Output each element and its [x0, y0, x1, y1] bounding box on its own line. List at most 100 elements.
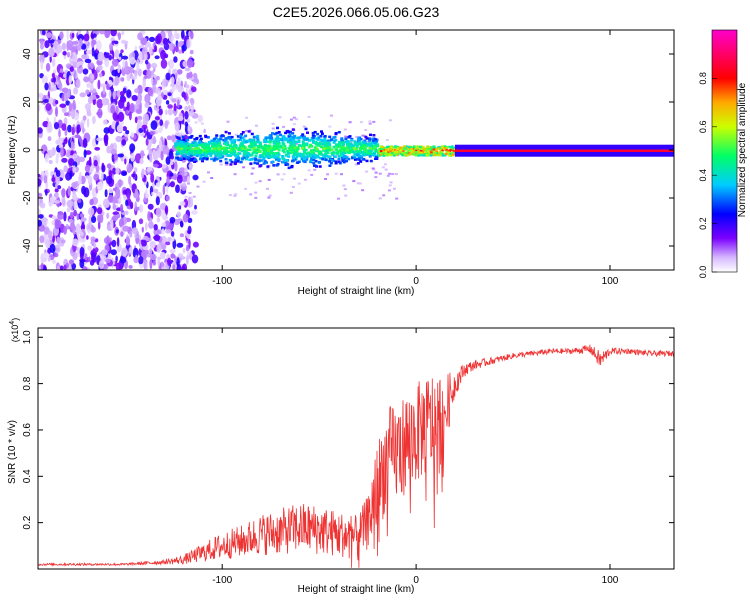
spectrogram-cell [290, 150, 294, 154]
spectrogram-cell [106, 200, 110, 208]
spectrogram-cell [433, 145, 436, 148]
spectrogram-cell [128, 175, 132, 185]
spectrogram-cell [188, 150, 192, 153]
spectrogram-cell [305, 152, 309, 155]
spectrogram-cell [252, 146, 256, 150]
spectrogram-cell [221, 146, 225, 149]
spectrogram-cell [186, 118, 191, 123]
spectrogram-cell [214, 140, 218, 143]
spectrogram-cell [57, 185, 62, 190]
spectrogram-cell [219, 154, 223, 158]
spectrogram-cell [271, 160, 275, 163]
spectrogram-cell [333, 139, 337, 143]
spectrogram-cell [414, 145, 417, 148]
spectrogram-cell [364, 148, 368, 151]
spectrogram-cell [174, 145, 178, 149]
spectrogram-cell [227, 135, 231, 139]
spectrogram-cell [117, 111, 125, 122]
spectrogram-cell [185, 156, 189, 159]
spectrogram-cell [120, 49, 124, 54]
spectrogram-cell [407, 153, 411, 156]
spectrogram-cell [52, 215, 56, 220]
spectrogram-cell [142, 46, 148, 55]
spectrogram-y-tick-label: 20 [22, 96, 33, 108]
spectrogram-cell [127, 66, 134, 74]
spectrogram-cell [359, 142, 363, 145]
spectrogram-cell [343, 157, 347, 160]
spectrogram-cell [183, 94, 187, 100]
snr-y-label: SNR (10 * v/v) [7, 420, 18, 484]
spectrogram-cell [150, 120, 158, 131]
spectrogram-cell [66, 223, 69, 229]
spectrogram-cell [356, 182, 360, 185]
spectrogram-cell [254, 196, 258, 199]
spectrogram-cell [303, 178, 307, 181]
spectrogram-cell [179, 147, 183, 151]
spectrogram-cell [233, 144, 237, 148]
spectrogram-cell [270, 136, 274, 140]
colorbar-gradient [711, 29, 738, 273]
spectrogram-cell [337, 131, 341, 134]
spectrogram-cell [153, 235, 159, 240]
spectrogram-cell [83, 33, 90, 42]
spectrogram-cell [289, 149, 293, 152]
spectrogram-cell [396, 151, 399, 154]
spectrogram-cell [68, 75, 73, 85]
spectrogram-cell [61, 198, 66, 207]
spectrogram-cell [368, 122, 372, 125]
spectrogram-cell [48, 81, 51, 91]
spectrogram-cell [84, 103, 92, 111]
spectrogram-cell [78, 156, 85, 162]
spectrogram-cell [167, 257, 172, 266]
snr-y-tick-label: 0.4 [22, 469, 33, 483]
spectrogram-cell [174, 131, 182, 136]
spectrogram-cell [337, 197, 340, 200]
spectrogram-cell [431, 153, 434, 156]
spectrogram-cell [327, 148, 331, 152]
spectrogram-cell [69, 66, 74, 72]
spectrogram-cell [198, 149, 202, 153]
spectrogram-cell [88, 156, 92, 167]
spectrogram-cell [253, 141, 257, 144]
spectrogram-cell [452, 146, 455, 149]
spectrogram-cell [186, 175, 190, 185]
spectrogram-cell [171, 98, 177, 103]
spectrogram-cell [256, 139, 260, 142]
spectrogram-cell [81, 54, 88, 60]
spectrogram-cell [145, 197, 149, 204]
spectrogram-cell [340, 173, 343, 176]
spectrogram-cell [374, 157, 378, 160]
spectrogram-cell [341, 146, 345, 149]
spectrogram-cell [92, 33, 97, 38]
spectrogram-cell [365, 159, 369, 163]
spectrogram-cell [183, 198, 188, 208]
spectrogram-cell [66, 207, 71, 213]
spectrogram-cell [188, 146, 192, 149]
spectrogram-cell [342, 160, 346, 164]
spectrogram-cell [190, 104, 195, 112]
spectrogram-cell [165, 241, 171, 246]
spectrogram-cell [169, 216, 176, 224]
spectrogram-cell [250, 157, 254, 161]
spectrogram-cell [151, 191, 154, 196]
spectrogram-cell [369, 152, 373, 155]
spectrogram-cell [334, 162, 338, 165]
snr-x-tick-label: 0 [413, 575, 419, 586]
spectrogram-cell [124, 67, 128, 73]
spectrogram-cell [313, 153, 316, 157]
spectrogram-cell [84, 58, 92, 64]
spectrogram-cell [299, 155, 303, 158]
spectrogram-cell [370, 144, 374, 147]
spectrogram-cell [192, 72, 198, 83]
spectrogram-cell [38, 219, 42, 227]
spectrogram-cell [144, 93, 151, 104]
spectrogram-cell [72, 192, 77, 201]
spectrogram-cell [343, 188, 347, 191]
colorbar: 0.0 0.2 0.4 0.6 0.8 Normalized spectral ampl… [698, 29, 748, 278]
spectrogram-cell [169, 249, 176, 254]
spectrogram-cell [125, 130, 130, 135]
spectrogram-cell [428, 154, 431, 157]
spectrogram-cell [45, 62, 51, 72]
colorbar-tick-label: 0.6 [698, 121, 708, 134]
